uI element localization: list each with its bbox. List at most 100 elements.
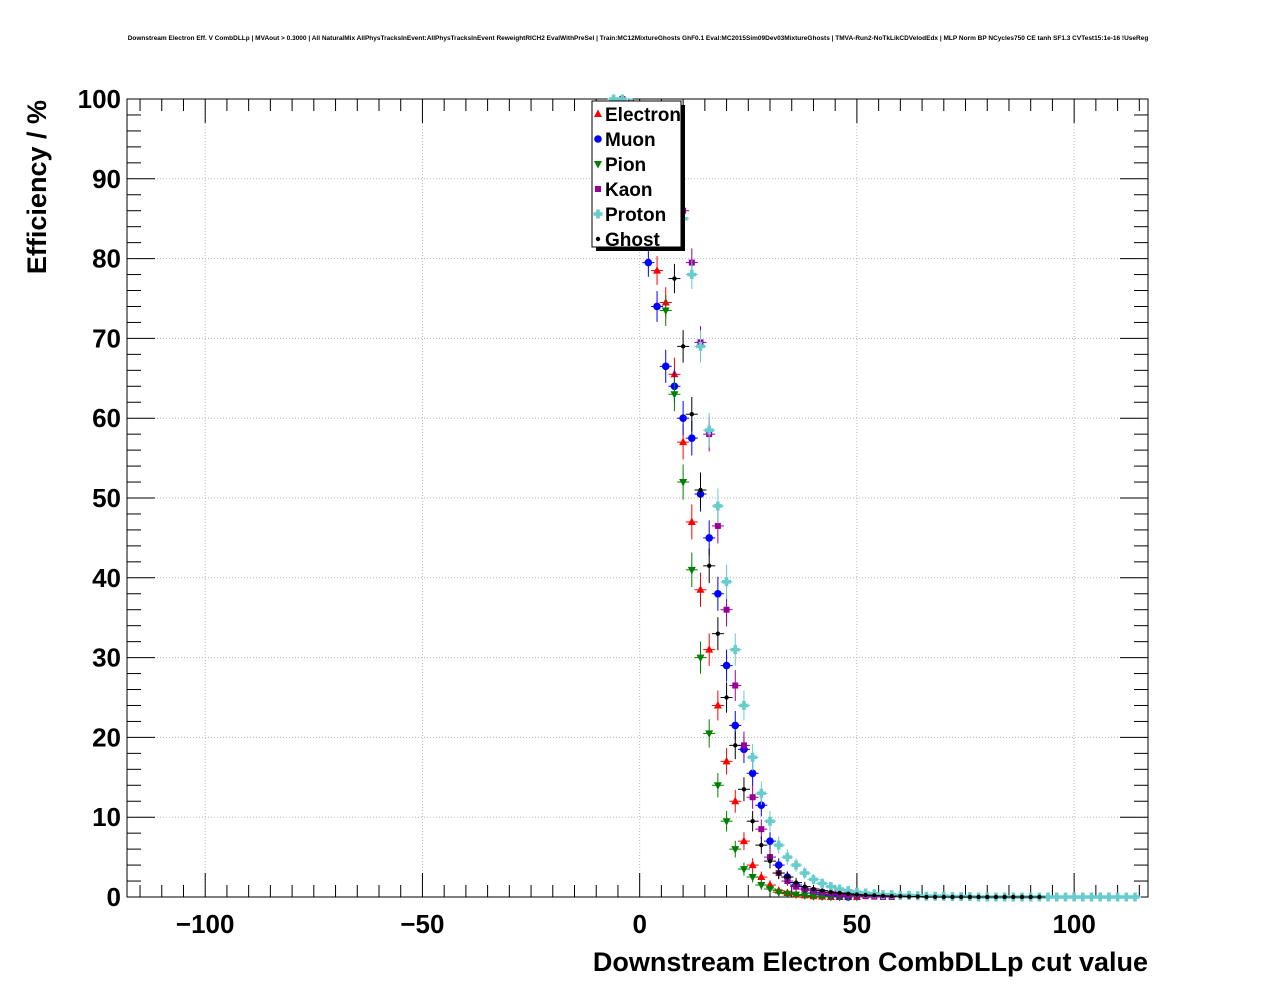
electron-point (746, 858, 759, 872)
proton-point (816, 878, 829, 889)
ghost-point (737, 777, 750, 802)
ghost-marker (889, 894, 894, 899)
legend-label: Muon (605, 130, 656, 151)
proton-point (842, 886, 855, 896)
muon-marker (688, 434, 696, 442)
muon-marker (653, 302, 661, 311)
x-axis-title: Downstream Electron CombDLLp cut value (593, 947, 1148, 977)
ghost-marker (706, 563, 712, 569)
pion-point (764, 886, 777, 894)
muon-marker (714, 589, 722, 598)
proton-marker (722, 577, 732, 587)
x-tick-label: 0 (632, 909, 646, 939)
kaon-marker (732, 682, 739, 689)
pion-marker (818, 893, 827, 902)
kaon-marker (758, 826, 765, 833)
legend-label: Ghost (605, 230, 661, 251)
electron-marker (687, 517, 696, 525)
ghost-marker (802, 884, 807, 889)
proton-point (772, 836, 785, 854)
proton-marker (1121, 892, 1131, 902)
pion-marker (696, 654, 705, 663)
legend-marker (595, 236, 601, 242)
muon-point (677, 400, 690, 436)
electron-marker (705, 645, 714, 653)
electron-marker (722, 756, 731, 765)
pion-marker (783, 890, 792, 899)
x-tick-label: −50 (400, 909, 444, 939)
ghost-marker (872, 893, 877, 898)
pion-marker (739, 866, 748, 874)
muon-point (711, 576, 724, 611)
ghost-marker (837, 890, 842, 896)
ghost-marker (750, 818, 755, 824)
proton-marker (748, 752, 758, 762)
muon-marker (731, 721, 740, 730)
proton-marker (730, 645, 740, 655)
proton-marker (1087, 892, 1097, 902)
ghost-point (798, 881, 811, 892)
proton-marker (739, 700, 749, 710)
proton-marker (1130, 892, 1140, 902)
electron-marker (731, 796, 740, 805)
ghost-point (772, 867, 785, 880)
ghost-point (842, 891, 855, 897)
y-tick-label: 40 (92, 563, 121, 593)
ghost-marker (941, 894, 946, 900)
ghost-marker (672, 276, 677, 281)
electron-point (651, 256, 664, 285)
muon-point (720, 649, 733, 682)
ghost-point (755, 836, 768, 854)
y-tick-label: 20 (92, 722, 121, 752)
muon-marker (705, 534, 713, 542)
ghost-marker (976, 894, 981, 900)
proton-marker (817, 878, 827, 888)
ghost-marker (715, 631, 721, 636)
pion-point (772, 889, 785, 897)
ghost-point (764, 853, 777, 869)
ghost-marker (793, 880, 799, 885)
ghost-point (668, 263, 681, 294)
ghost-marker (776, 870, 781, 876)
y-tick-label: 10 (92, 802, 121, 832)
proton-marker (791, 860, 801, 870)
proton-marker (704, 425, 714, 435)
ghost-point (807, 886, 820, 892)
ghost-marker (915, 894, 920, 899)
ghost-marker (811, 886, 816, 892)
x-axis: −100 −50 0 50 100 (139, 99, 1140, 939)
ghost-marker (985, 894, 990, 900)
pion-marker (809, 893, 818, 901)
ghost-point (816, 888, 829, 893)
pion-point (729, 840, 742, 858)
proton-marker (1113, 892, 1123, 902)
electron-marker (739, 836, 748, 845)
proton-marker (1069, 892, 1079, 902)
kaon-point (755, 819, 768, 839)
kaon-marker (714, 522, 721, 529)
electron-point (737, 832, 750, 851)
muon-marker (644, 258, 653, 267)
legend-marker (594, 161, 602, 169)
ghost-marker (785, 874, 790, 880)
pion-marker (774, 889, 783, 897)
ghost-marker (932, 894, 938, 900)
ghost-marker (819, 888, 825, 893)
ghost-point (824, 890, 837, 895)
pion-marker (713, 782, 722, 790)
ghost-marker (733, 743, 738, 748)
muon-marker (679, 414, 687, 423)
proton-point (616, 94, 629, 104)
y-axis-title: Efficiency / % (22, 100, 52, 274)
ghost-point (685, 397, 698, 432)
ghost-point (703, 548, 716, 584)
muon-marker (757, 801, 766, 810)
proton-marker (1052, 892, 1062, 902)
electron-marker (679, 437, 688, 446)
legend-entry-kaon: Kaon (595, 180, 653, 201)
proton-marker (1060, 892, 1070, 902)
y-tick-label: 80 (92, 244, 121, 274)
proton-point (729, 633, 742, 666)
ghost-point (720, 682, 733, 713)
legend-label: Electron (605, 105, 681, 126)
